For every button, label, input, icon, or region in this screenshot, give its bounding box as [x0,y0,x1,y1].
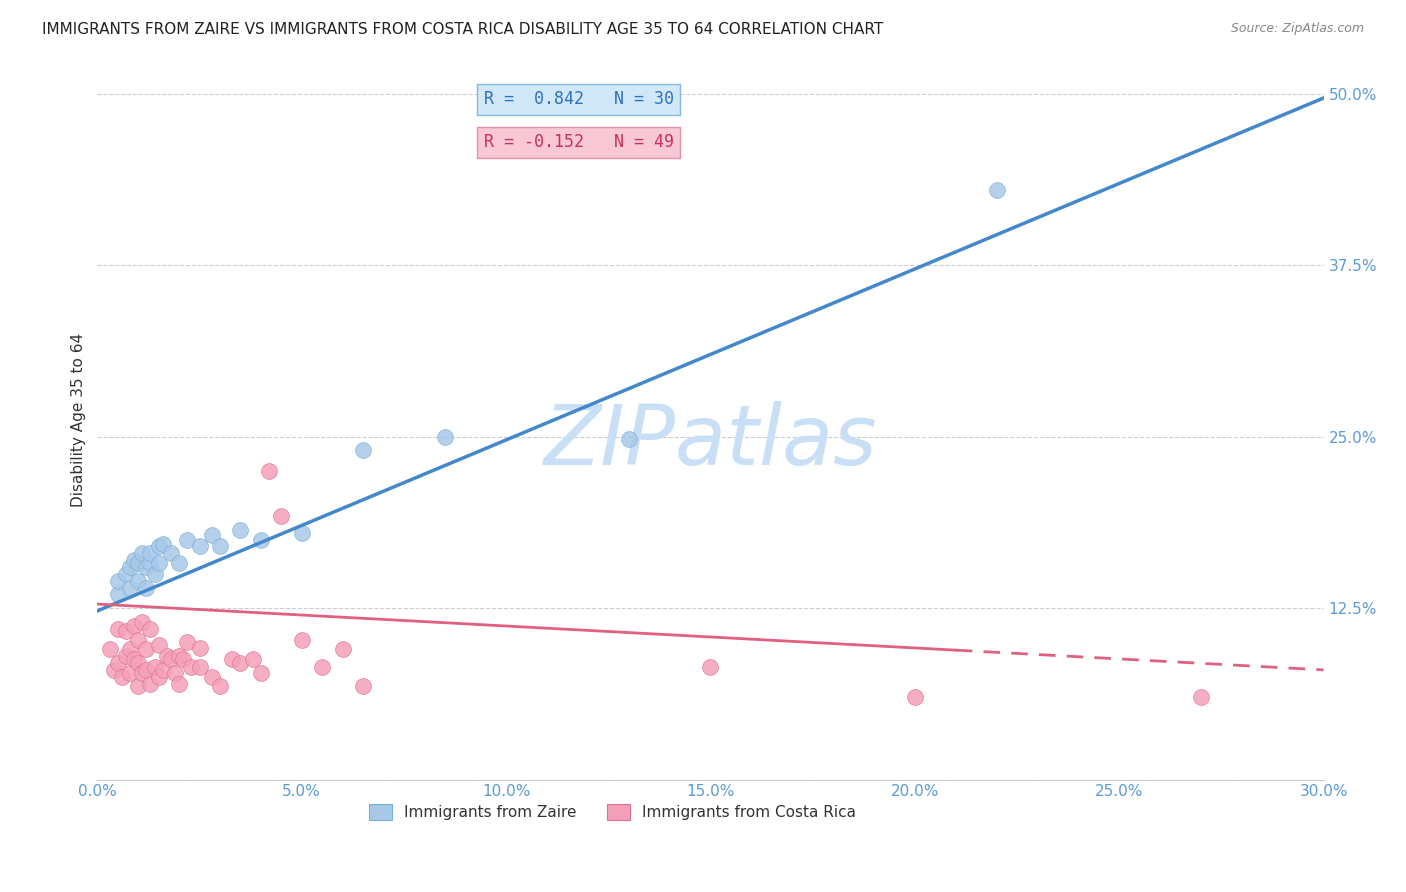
Point [172,652,194,666]
Point [352,443,374,458]
Point [250,665,273,680]
Point [208,679,231,693]
Point [152,537,174,551]
Point [107,656,129,670]
Point [160,652,183,666]
Point [176,533,198,547]
Point [148,670,170,684]
Point [118,560,141,574]
Point [148,556,170,570]
Point [221,652,243,666]
Point [139,622,162,636]
Point [176,635,198,649]
Point [167,676,190,690]
Point [986,183,1008,197]
Point [188,640,211,655]
Point [167,556,190,570]
Point [115,566,138,581]
Point [617,433,640,447]
Point [250,533,273,547]
Point [160,546,183,560]
Point [904,690,927,705]
Point [242,652,264,666]
Point [107,574,129,588]
Point [139,676,162,690]
Point [131,615,153,629]
Text: IMMIGRANTS FROM ZAIRE VS IMMIGRANTS FROM COSTA RICA DISABILITY AGE 35 TO 64 CORR: IMMIGRANTS FROM ZAIRE VS IMMIGRANTS FROM… [42,22,883,37]
Point [156,649,179,664]
Point [291,632,314,647]
Point [115,649,138,664]
Point [148,638,170,652]
Point [135,663,157,677]
Point [433,430,456,444]
Point [208,540,231,554]
Point [148,540,170,554]
Point [143,566,166,581]
Point [107,622,129,636]
Point [229,523,252,537]
Point [107,587,129,601]
Point [131,546,153,560]
Legend: Immigrants from Zaire, Immigrants from Costa Rica: Immigrants from Zaire, Immigrants from C… [363,797,862,826]
Text: ZIPatlas: ZIPatlas [544,401,877,482]
Point [127,556,149,570]
Y-axis label: Disability Age 35 to 64: Disability Age 35 to 64 [72,333,86,507]
Point [163,665,186,680]
Point [122,652,145,666]
Point [270,509,292,524]
Point [118,665,141,680]
Text: R = -0.152   N = 49: R = -0.152 N = 49 [484,134,673,152]
Point [103,663,125,677]
Point [98,642,121,657]
Point [201,528,224,542]
Text: Source: ZipAtlas.com: Source: ZipAtlas.com [1230,22,1364,36]
Point [180,660,202,674]
Text: R =  0.842   N = 30: R = 0.842 N = 30 [484,90,673,108]
Point [257,464,280,478]
Point [167,649,190,664]
Point [127,574,149,588]
Point [111,670,134,684]
Point [122,619,145,633]
Point [291,525,314,540]
Point [152,663,174,677]
Point [188,660,211,674]
Point [122,553,145,567]
Point [352,679,374,693]
Point [127,679,149,693]
Point [135,581,157,595]
Point [135,642,157,657]
Point [135,560,157,574]
Point [229,656,252,670]
Point [115,624,138,639]
Point [332,642,354,657]
Point [139,546,162,560]
Point [131,665,153,680]
Point [201,670,224,684]
Point [127,656,149,670]
Point [118,642,141,657]
Point [143,660,166,674]
Point [139,556,162,570]
Point [118,581,141,595]
Point [127,632,149,647]
Point [699,660,721,674]
Point [311,660,333,674]
Point [1189,690,1212,705]
Point [188,540,211,554]
